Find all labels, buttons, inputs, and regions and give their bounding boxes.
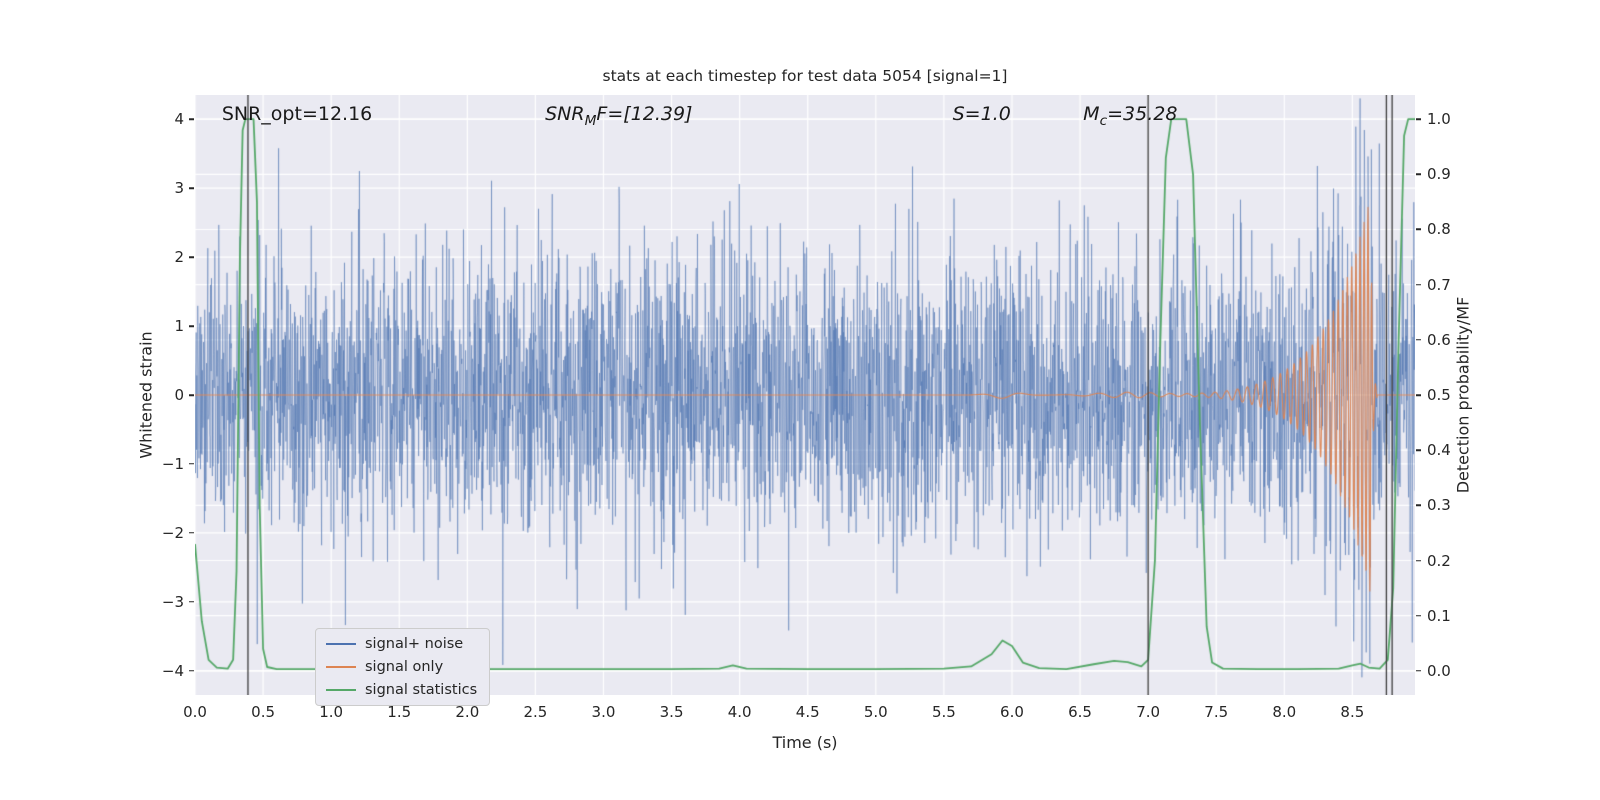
plot-canvas (195, 95, 1415, 695)
x-tick-label: 0.5 (251, 703, 276, 721)
y-right-tick-label: 0.6 (1427, 330, 1451, 349)
x-tick-label: 8.5 (1340, 703, 1365, 721)
x-tick-label: 1.5 (387, 703, 412, 721)
y-right-tick-mark (1416, 670, 1421, 672)
y-right-tick-label: 0.2 (1427, 551, 1451, 570)
x-tick-label: 0.0 (183, 703, 207, 721)
legend-swatch-signal-noise (326, 643, 356, 645)
y-left-tick-mark (189, 325, 194, 327)
y-left-tick-label: −4 (161, 661, 184, 680)
annotation-snr-opt: SNR_opt=12.16 (221, 103, 373, 125)
legend-label-signal-statistics: signal statistics (365, 682, 478, 698)
y-right-tick-mark (1416, 228, 1421, 231)
x-tick-label: 7.5 (1204, 703, 1229, 721)
legend-label-signal-only: signal only (365, 659, 444, 675)
x-tick-label: 2.0 (455, 703, 480, 721)
chart-title: stats at each timestep for test data 505… (602, 67, 1008, 85)
y-right-tick-label: 0.4 (1427, 441, 1451, 460)
x-tick-label: 3.0 (591, 703, 616, 721)
annotation-s: S=1.0 (952, 103, 1011, 125)
y-right-tick-label: 0.8 (1427, 220, 1451, 239)
x-tick-label: 2.5 (523, 703, 548, 721)
y-left-tick-label: 0 (174, 386, 184, 404)
y-left-tick-mark (189, 394, 194, 396)
y-left-tick-mark (189, 187, 194, 189)
y-left-tick-label: 3 (174, 179, 184, 198)
y-right-tick-label: 1.0 (1427, 110, 1451, 129)
y-left-tick-label: 1 (174, 317, 184, 336)
y-left-tick-label: −3 (161, 592, 184, 611)
y-left-tick-mark (189, 532, 194, 534)
y-axis-label-left: Whitened strain (136, 331, 156, 459)
x-tick-label: 7.0 (1136, 703, 1161, 721)
legend-swatch-signal-statistics (326, 689, 356, 691)
y-right-tick-label: 0.9 (1427, 165, 1451, 184)
y-right-tick-label: 0.5 (1427, 386, 1451, 404)
y-left-tick-mark (189, 463, 194, 465)
x-tick-label: 5.0 (863, 703, 888, 721)
legend-item-signal-noise: signal+ noise (326, 636, 477, 652)
annotation-mc: Mc=35.28 (1083, 103, 1178, 129)
y-right-tick-mark (1416, 449, 1421, 451)
legend-item-signal-only: signal only (326, 659, 477, 675)
x-axis-label: Time (s) (772, 733, 838, 752)
y-left-tick-label: 4 (174, 110, 184, 129)
legend: signal+ noise signal only signal statist… (315, 628, 491, 706)
x-tick-label: 1.0 (319, 703, 344, 721)
legend-swatch-signal-only (326, 666, 356, 668)
y-axis-label-right: Detection probability/MF (1453, 296, 1473, 494)
x-tick-label: 6.5 (1068, 703, 1092, 721)
y-left-tick-label: 2 (174, 248, 184, 267)
y-right-tick-mark (1416, 173, 1421, 176)
legend-label-signal-noise: signal+ noise (365, 636, 464, 652)
y-right-tick-mark (1416, 283, 1421, 286)
x-tick-label: 6.0 (1000, 703, 1024, 721)
plot-area: SNR_opt=12.16 SNRMF=[12.39] S=1.0 Mc=35.… (195, 95, 1415, 706)
y-right-tick-mark (1416, 559, 1421, 562)
y-left-tick-mark (189, 256, 194, 258)
y-left-tick-mark (189, 670, 194, 672)
x-tick-label: 8.0 (1272, 703, 1297, 721)
annotation-snr-mf: SNRMF=[12.39] (545, 103, 693, 129)
y-right-tick-label: 0.1 (1427, 606, 1451, 625)
x-tick-label: 3.5 (659, 703, 684, 721)
legend-item-signal-statistics: signal statistics (326, 682, 477, 698)
y-right-tick-label: 0.3 (1427, 496, 1451, 515)
x-tick-label: 4.5 (795, 703, 820, 721)
x-tick-label: 4.0 (727, 703, 752, 721)
x-tick-label: 5.5 (931, 703, 956, 721)
y-right-tick-mark (1416, 614, 1421, 617)
y-right-tick-mark (1416, 118, 1421, 120)
y-left-tick-mark (189, 118, 194, 120)
y-left-tick-label: −1 (161, 454, 184, 473)
y-right-tick-mark (1416, 394, 1421, 396)
y-right-tick-label: 0.7 (1427, 275, 1451, 294)
y-right-tick-label: 0.0 (1427, 661, 1451, 680)
y-left-tick-mark (189, 601, 194, 603)
y-left-tick-label: −2 (161, 523, 184, 542)
y-right-tick-mark (1416, 504, 1421, 507)
y-right-tick-mark (1416, 339, 1421, 341)
